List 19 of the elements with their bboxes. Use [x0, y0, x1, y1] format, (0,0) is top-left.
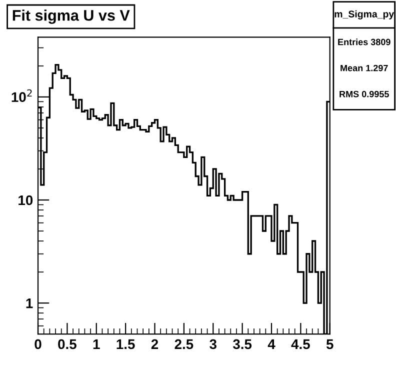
x-tick-label: 3 — [210, 339, 216, 350]
x-tick-label: 0 — [34, 339, 42, 350]
text: RMS 0.9955 — [340, 90, 389, 98]
x-tick-label: 3.5 — [232, 339, 252, 350]
x-tick-label: 4.5 — [291, 339, 310, 350]
x-tick-label: 0.5 — [58, 339, 76, 350]
text: Entries 3809 — [338, 38, 390, 46]
x-tick-label: 2.5 — [174, 339, 194, 350]
text: Mean 1.297 — [340, 64, 388, 72]
x-tick-label: 1 — [93, 339, 100, 349]
x-tick-label: 2 — [151, 339, 158, 349]
y-tick-label: 10 — [18, 195, 33, 206]
text: m_Sigma_py — [334, 10, 394, 20]
y-tick-label: 1 — [26, 298, 33, 308]
y-tick-label: 10$^{2}$ — [12, 89, 32, 102]
x-tick-label: 1.5 — [116, 339, 135, 350]
x-tick-label: 5 — [326, 339, 334, 350]
chart-title: Fit sigma U vs V — [12, 10, 130, 24]
x-tick-label: 4 — [268, 339, 276, 349]
